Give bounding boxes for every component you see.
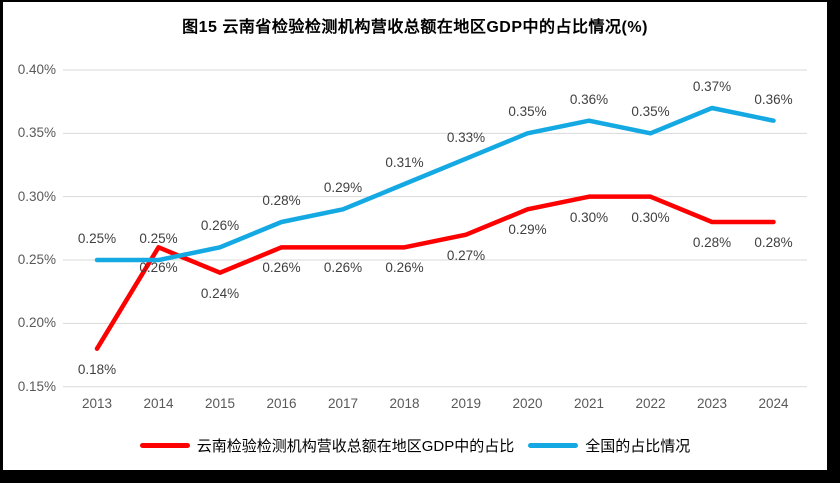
data-point-label: 0.26% (385, 260, 424, 276)
legend-item-national: 全国的占比情况 (528, 435, 690, 456)
y-axis-tick-label: 0.15% (17, 378, 56, 394)
data-point-label: 0.26% (262, 260, 301, 276)
data-point-label: 0.36% (569, 91, 609, 107)
x-axis-tick-label: 2014 (143, 396, 174, 411)
x-axis-tick-label: 2015 (204, 396, 236, 411)
y-axis-tick-label: 0.30% (17, 188, 56, 204)
y-axis-tick-label: 0.40% (17, 62, 56, 77)
x-axis-tick-label: 2021 (573, 396, 605, 411)
data-point-label: 0.28% (262, 193, 301, 209)
legend-label-national: 全国的占比情况 (585, 438, 691, 455)
data-point-label: 0.31% (385, 155, 424, 170)
data-point-label: 0.36% (754, 91, 793, 107)
data-point-label: 0.28% (754, 235, 793, 251)
legend-label-yunnan: 云南检验检测机构营收总额在地区GDP中的占比 (196, 438, 515, 455)
data-point-label: 0.30% (631, 209, 670, 225)
chart-canvas: 图15 云南省检验检测机构营收总额在地区GDP中的占比情况(%) 云南检验检测机… (3, 2, 827, 470)
data-point-label: 0.28% (692, 235, 732, 251)
y-axis-tick-label: 0.35% (17, 125, 56, 141)
data-point-label: 0.25% (77, 231, 117, 247)
x-axis-tick-label: 2019 (450, 396, 482, 411)
plot-area (63, 69, 807, 388)
legend: 云南检验检测机构营收总额在地区GDP中的占比 全国的占比情况 (3, 435, 827, 456)
x-axis-tick-label: 2023 (696, 396, 728, 411)
x-axis-tick-label: 2020 (512, 396, 543, 411)
data-point-label: 0.29% (508, 222, 547, 238)
x-axis-tick-label: 2024 (758, 396, 789, 411)
series-line-0 (94, 194, 776, 351)
chart-title: 图15 云南省检验检测机构营收总额在地区GDP中的占比情况(%) (182, 19, 648, 36)
x-axis-tick-label: 2013 (81, 396, 113, 411)
y-axis-tick-label: 0.20% (17, 315, 56, 331)
legend-item-yunnan: 云南检验检测机构营收总额在地区GDP中的占比 (139, 435, 515, 456)
data-point-label: 0.26% (139, 260, 178, 276)
x-axis-tick-label: 2016 (266, 396, 297, 411)
y-axis-tick-label: 0.25% (17, 252, 56, 268)
data-point-label: 0.30% (569, 209, 609, 225)
data-point-label: 0.37% (692, 79, 732, 94)
legend-line-swatch-blue (528, 443, 579, 448)
x-axis-tick-label: 2018 (389, 396, 420, 411)
data-point-label: 0.24% (200, 285, 240, 301)
data-point-label: 0.27% (446, 247, 486, 263)
data-point-label: 0.35% (631, 104, 670, 120)
data-point-label: 0.26% (323, 260, 363, 276)
data-point-label: 0.35% (508, 104, 547, 120)
series-line-1 (94, 105, 776, 263)
data-point-label: 0.29% (323, 180, 363, 196)
x-axis-tick-label: 2017 (327, 396, 359, 411)
x-axis-tick-label: 2022 (635, 396, 666, 411)
data-point-label: 0.18% (77, 361, 117, 377)
data-point-label: 0.33% (446, 129, 486, 145)
legend-line-swatch-red (139, 443, 190, 448)
data-point-label: 0.26% (200, 218, 240, 234)
data-point-label: 0.25% (139, 231, 178, 247)
